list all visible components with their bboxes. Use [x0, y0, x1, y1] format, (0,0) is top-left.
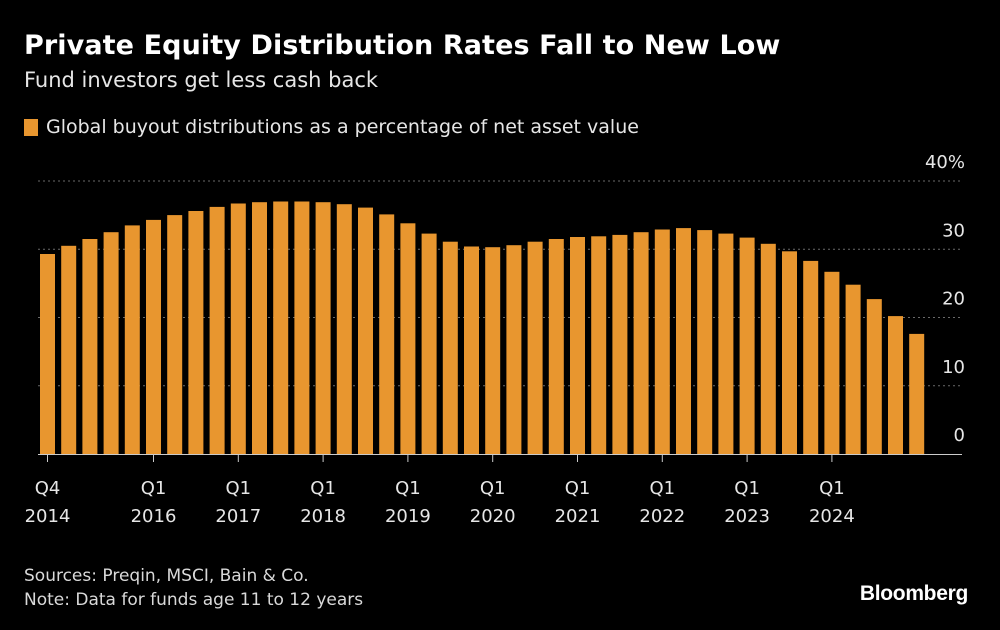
- bar: [379, 214, 395, 454]
- bar: [803, 260, 819, 454]
- sources-block: Sources: Preqin, MSCI, Bain & Co. Note: …: [24, 564, 363, 612]
- bar: [739, 237, 755, 454]
- bars: [40, 201, 925, 454]
- bar: [336, 204, 352, 454]
- bar: [421, 233, 437, 454]
- bar: [676, 228, 691, 454]
- note-text: Note: Data for funds age 11 to 12 years: [24, 590, 364, 610]
- legend-label: Global buyout distributions as a percent…: [46, 116, 639, 138]
- bar: [40, 254, 55, 454]
- bar: [633, 232, 649, 454]
- bar: [570, 237, 585, 454]
- bar: [294, 201, 310, 454]
- y-tick-label: 0: [954, 425, 965, 446]
- bloomberg-logo: Bloomberg: [859, 582, 968, 605]
- x-tick-label: Q4: [35, 478, 61, 499]
- bar: [82, 239, 98, 454]
- bar: [485, 247, 501, 454]
- legend: Global buyout distributions as a percent…: [24, 116, 639, 138]
- bar: [888, 316, 903, 454]
- chart-title: Private Equity Distribution Rates Fall t…: [24, 30, 781, 61]
- x-tick-label: 2021: [555, 506, 601, 527]
- x-tick-label: 2024: [809, 506, 855, 527]
- bar: [760, 243, 776, 454]
- bar: [782, 251, 797, 454]
- x-tick-label: Q1: [310, 478, 336, 499]
- x-tick-label: 2019: [385, 506, 431, 527]
- chart-subtitle: Fund investors get less cash back: [24, 68, 379, 92]
- bar: [654, 229, 670, 454]
- x-tick-label: 2018: [300, 506, 346, 527]
- x-tick-label: Q1: [565, 478, 591, 499]
- y-tick-label: 30: [942, 220, 965, 241]
- bar: [315, 202, 331, 454]
- bar: [103, 232, 119, 454]
- x-axis: Q4 2014 Q1 2016 Q1 2017 Q1 2018 Q1 2019 Q1 2020 Q1 20…: [25, 454, 962, 527]
- bar: [358, 207, 373, 454]
- x-tick-label: Q1: [395, 478, 421, 499]
- bar: [718, 233, 734, 454]
- bar: [442, 241, 458, 454]
- bar: [866, 299, 882, 454]
- bar: [188, 211, 204, 454]
- x-tick-label: Q1: [141, 478, 167, 499]
- bar: [167, 215, 183, 454]
- x-tick-label: Q1: [649, 478, 675, 499]
- bar: [824, 271, 840, 454]
- bar: [146, 219, 161, 454]
- bar: [273, 201, 289, 454]
- x-tick-label: Q1: [734, 478, 760, 499]
- bar: [591, 236, 607, 454]
- y-axis-labels: 0 10 20 30 40%: [925, 152, 965, 446]
- bar: [464, 246, 479, 454]
- bar: [909, 333, 925, 454]
- x-tick-label: 2023: [724, 506, 770, 527]
- bar: [61, 245, 77, 454]
- bar: [230, 203, 246, 454]
- y-tick-label: 20: [942, 289, 965, 310]
- x-tick-label: 2022: [639, 506, 685, 527]
- sources-text: Sources: Preqin, MSCI, Bain & Co.: [24, 566, 309, 586]
- bar: [124, 225, 140, 454]
- bar: [845, 284, 861, 454]
- bar: [697, 230, 713, 454]
- bar: [252, 202, 267, 454]
- x-tick-label: Q1: [480, 478, 506, 499]
- legend-swatch: [24, 118, 38, 136]
- y-tick-label: 40%: [925, 152, 965, 173]
- x-tick-label: 2020: [470, 506, 516, 527]
- bar: [506, 245, 522, 454]
- x-tick-label: 2014: [25, 506, 71, 527]
- bar: [527, 241, 543, 454]
- x-tick-label: 2017: [215, 506, 261, 527]
- bar: [400, 223, 416, 454]
- bar: [612, 234, 628, 454]
- bar: [548, 239, 564, 454]
- x-tick-label: 2016: [131, 506, 177, 527]
- bar: [209, 206, 225, 454]
- x-tick-label: Q1: [819, 478, 845, 499]
- x-tick-label: Q1: [225, 478, 251, 499]
- y-tick-label: 10: [942, 357, 965, 378]
